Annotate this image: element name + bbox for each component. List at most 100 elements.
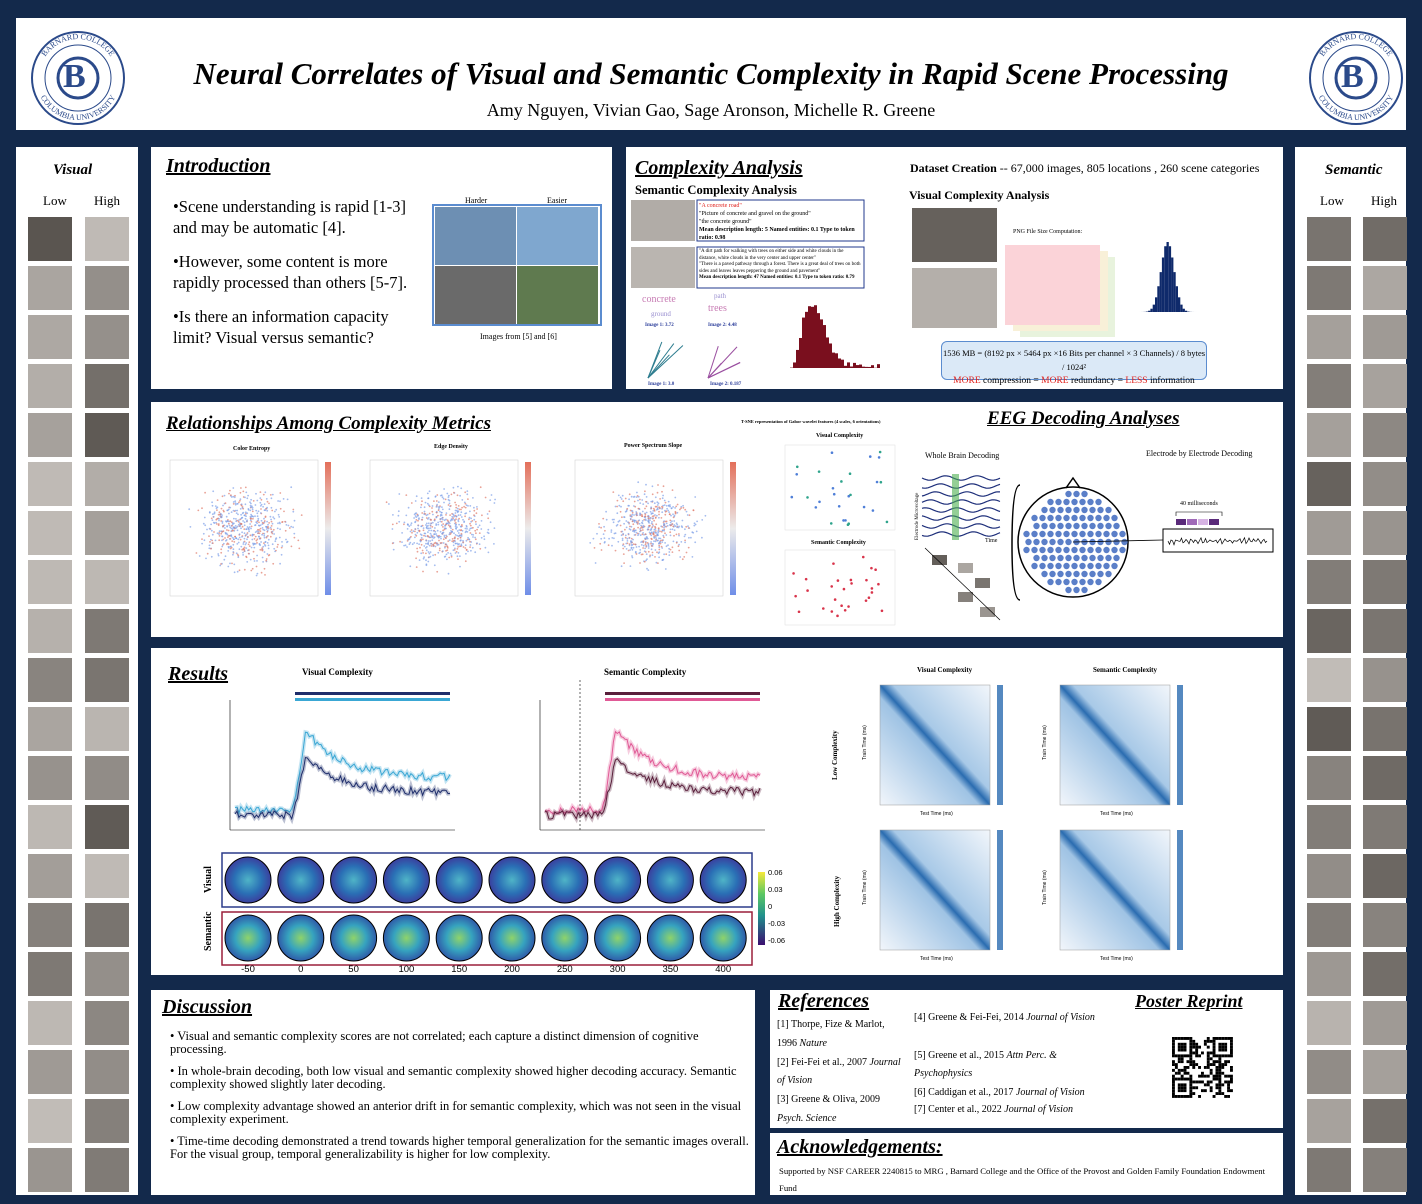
qr-module bbox=[1206, 1054, 1210, 1058]
electrode bbox=[1105, 554, 1112, 562]
colorbar bbox=[997, 685, 1003, 805]
thumbnail bbox=[28, 707, 72, 751]
qr-module bbox=[1183, 1095, 1187, 1098]
scatter-point bbox=[613, 518, 615, 521]
scatter-point bbox=[451, 540, 454, 543]
plot-title: Semantic Complexity bbox=[1093, 666, 1157, 674]
qr-module bbox=[1221, 1054, 1225, 1058]
qr-module bbox=[1215, 1054, 1219, 1058]
right-title: Semantic bbox=[1325, 162, 1383, 178]
plot-frame bbox=[784, 549, 896, 626]
scatter-point bbox=[233, 517, 235, 520]
scatter-point bbox=[818, 500, 821, 504]
scatter-point bbox=[240, 545, 243, 548]
scatter-point bbox=[256, 572, 259, 575]
scatter-point bbox=[628, 493, 631, 496]
waveform bbox=[921, 491, 1001, 497]
scatter-point bbox=[460, 539, 462, 542]
scatter-point bbox=[457, 514, 460, 517]
scatter-point bbox=[637, 526, 639, 529]
plot-title: Power Spectrum Slope bbox=[624, 443, 683, 449]
waveform bbox=[921, 475, 1001, 481]
scatter-point bbox=[272, 528, 275, 531]
scatter-point bbox=[870, 587, 874, 590]
electrode bbox=[1103, 514, 1110, 522]
scatter-point bbox=[246, 561, 249, 563]
scatter-point bbox=[228, 492, 230, 495]
text: information bbox=[1147, 376, 1195, 386]
scatter-point bbox=[599, 542, 602, 545]
reference-text: [6] Caddigan et al., 2017 bbox=[914, 1087, 1016, 1098]
qr-module bbox=[1209, 1039, 1213, 1043]
qr-module bbox=[1206, 1037, 1210, 1040]
hist-bar bbox=[847, 362, 850, 368]
scatter-point bbox=[468, 538, 470, 540]
scatter-point bbox=[251, 510, 254, 513]
thumbnail bbox=[1307, 217, 1351, 261]
scatter-point bbox=[656, 533, 659, 536]
scatter-point bbox=[280, 546, 283, 549]
scatter-point bbox=[421, 518, 424, 521]
electrode bbox=[1071, 546, 1078, 554]
thumbnail bbox=[28, 609, 72, 653]
reference: [6] Caddigan et al., 2017 Journal of Vis… bbox=[914, 1084, 1104, 1103]
scatter-point bbox=[448, 508, 451, 511]
scatter-point bbox=[260, 508, 262, 510]
scatter-point bbox=[638, 545, 640, 548]
electrode bbox=[1039, 562, 1046, 570]
thumbnail bbox=[28, 1099, 72, 1143]
scatter-point bbox=[433, 533, 436, 536]
qr-module bbox=[1227, 1080, 1230, 1084]
qr-module bbox=[1209, 1063, 1213, 1066]
qr-module bbox=[1172, 1077, 1175, 1081]
electrode bbox=[1041, 570, 1048, 578]
scatter-point bbox=[675, 505, 678, 508]
scatter-point bbox=[250, 520, 253, 523]
scatter-point bbox=[830, 451, 834, 455]
scatter-point bbox=[423, 545, 426, 547]
scatter-point bbox=[607, 544, 610, 547]
bullet-text: Scene understanding is rapid [1-3] and m… bbox=[173, 197, 407, 237]
scatter-point bbox=[447, 521, 450, 523]
scatter-point bbox=[265, 498, 268, 500]
electrode bbox=[1057, 554, 1064, 562]
scatter-point bbox=[434, 553, 437, 556]
scatter-point bbox=[632, 496, 635, 498]
qr-module bbox=[1189, 1077, 1193, 1081]
section-title: Poster Reprint bbox=[1135, 991, 1243, 1011]
scatter-point bbox=[639, 551, 642, 554]
scatter-point bbox=[628, 504, 630, 507]
scatter-point bbox=[476, 542, 478, 545]
thumbnail bbox=[28, 903, 72, 947]
scatter-point bbox=[435, 506, 438, 508]
qr-module bbox=[1218, 1086, 1222, 1090]
scatter-point bbox=[620, 498, 623, 500]
qr-module bbox=[1183, 1089, 1187, 1093]
scatter-point bbox=[281, 521, 284, 523]
scatter-point bbox=[672, 516, 675, 519]
logo-ring bbox=[44, 44, 112, 112]
scatter-point bbox=[244, 543, 247, 546]
electrode bbox=[1041, 506, 1048, 514]
scatter-point bbox=[444, 498, 447, 501]
hist-bar bbox=[820, 319, 823, 368]
scatter-point bbox=[234, 535, 237, 538]
qr-module bbox=[1201, 1051, 1204, 1055]
scatter-point bbox=[420, 552, 423, 555]
qr-module bbox=[1186, 1054, 1190, 1058]
qr-module bbox=[1227, 1060, 1230, 1064]
scatter-point bbox=[268, 554, 271, 556]
scatter-point bbox=[232, 551, 235, 553]
qr-module bbox=[1221, 1048, 1225, 1052]
thumbnail bbox=[1363, 658, 1407, 702]
scatter-point bbox=[259, 524, 262, 527]
scatter-point bbox=[617, 494, 620, 497]
qr-module bbox=[1212, 1037, 1216, 1040]
scatter-point bbox=[687, 527, 690, 529]
scatter-point bbox=[671, 523, 674, 525]
scatter-point bbox=[255, 509, 258, 512]
scatter-point bbox=[413, 542, 416, 544]
scatter-point bbox=[691, 531, 694, 534]
scatter-point bbox=[480, 528, 483, 530]
scatter-point bbox=[600, 549, 603, 551]
